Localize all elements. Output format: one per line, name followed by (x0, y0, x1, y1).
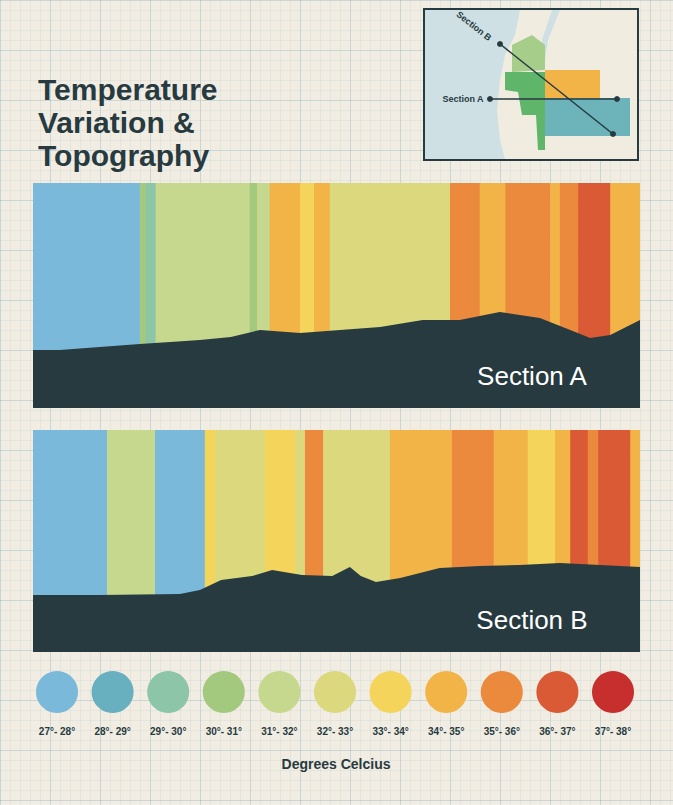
svg-text:Section A: Section A (442, 94, 484, 104)
svg-text:Degrees Celcius: Degrees Celcius (282, 756, 391, 772)
svg-text:Section B: Section B (476, 605, 587, 635)
svg-text:36°- 37°: 36°- 37° (539, 726, 575, 737)
svg-text:33°- 34°: 33°- 34° (372, 726, 408, 737)
svg-text:Topography: Topography (38, 139, 209, 172)
svg-text:30°- 31°: 30°- 31° (206, 726, 242, 737)
svg-text:Temperature: Temperature (38, 73, 226, 106)
svg-text:37°- 38°: 37°- 38° (595, 726, 631, 737)
svg-text:34°- 35°: 34°- 35° (428, 726, 464, 737)
svg-text:31°- 32°: 31°- 32° (261, 726, 297, 737)
svg-text:35°- 36°: 35°- 36° (484, 726, 520, 737)
svg-text:Section B: Section B (455, 9, 494, 43)
svg-text:Variation &: Variation & (38, 106, 203, 139)
svg-text:29°- 30°: 29°- 30° (150, 726, 186, 737)
svg-text:Section A: Section A (477, 361, 588, 391)
svg-text:27°- 28°: 27°- 28° (39, 726, 75, 737)
svg-text:32°- 33°: 32°- 33° (317, 726, 353, 737)
svg-text:28°- 29°: 28°- 29° (94, 726, 130, 737)
